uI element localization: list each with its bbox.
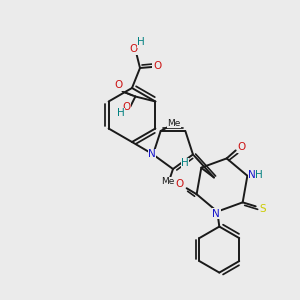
- Text: O: O: [153, 61, 161, 71]
- Text: O: O: [176, 179, 184, 189]
- Text: N: N: [248, 170, 256, 180]
- Text: N: N: [212, 208, 220, 219]
- Text: O: O: [129, 44, 137, 54]
- Text: H: H: [137, 37, 145, 47]
- Text: H: H: [116, 109, 124, 118]
- Text: N: N: [148, 149, 156, 160]
- Text: O: O: [238, 142, 246, 152]
- Text: H: H: [256, 170, 263, 180]
- Text: H: H: [181, 158, 189, 169]
- Text: Me: Me: [167, 118, 180, 127]
- Text: O: O: [122, 103, 130, 112]
- Text: S: S: [260, 204, 266, 214]
- Text: O: O: [114, 80, 122, 91]
- Text: Me: Me: [161, 178, 175, 187]
